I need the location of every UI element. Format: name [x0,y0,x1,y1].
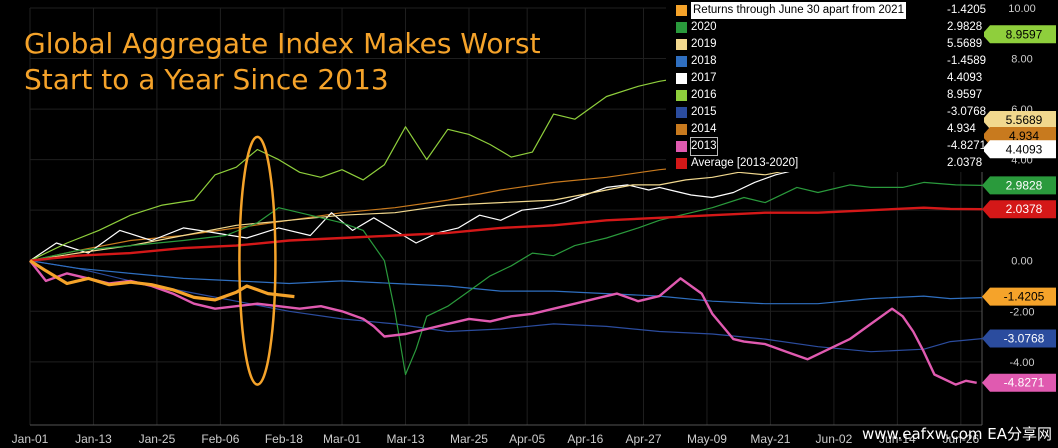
legend-item: 2017 4.4093 [666,70,984,87]
legend-swatch [676,39,687,50]
legend-item: 2014 4.934 [666,121,984,138]
legend-item: 2015 -3.0768 [666,104,987,121]
legend-value: 4.4093 [947,72,983,84]
value-tag [982,373,1056,392]
legend-item: Average [2013-2020] 2.0378 [666,155,984,172]
value-tag [982,25,1056,44]
x-tick-label: May-09 [687,432,727,446]
series-line-2018 [29,260,983,305]
legend-item: 2016 8.9597 [666,87,984,104]
x-tick-label: Jan-13 [75,432,112,446]
value-tag-label: 4.4093 [1006,142,1043,156]
watermark: www.eafxw.com EA分享网 [862,425,1052,443]
value-tag-label: -4.8271 [1004,376,1045,390]
value-tag-label: -1.4205 [1004,290,1045,304]
y-tick-label: -2.00 [1009,306,1034,318]
x-tick-label: Mar-13 [387,432,425,446]
legend-value: 2.0378 [947,157,983,169]
value-tag [982,287,1056,306]
value-tag-label: -3.0768 [1004,331,1045,345]
legend-item: 2018 -1.4589 [666,53,987,70]
value-tag-label: 2.0378 [1006,202,1043,216]
legend-label: 2015 [691,106,717,118]
series-line-returns [29,259,295,302]
legend-label: 2017 [691,72,717,84]
highlight-ellipse-shape [238,135,277,386]
legend-value: 4.934 [947,123,976,135]
legend-item: 2013 -4.8271 [666,137,987,156]
y-tick-label: 8.00 [1011,54,1032,66]
value-tag-label: 2.9828 [1006,178,1043,192]
legend-label: 2020 [691,21,717,33]
legend: Returns through June 30 apart from 2021 -… [666,2,987,172]
legend-label: 2019 [691,38,717,50]
chart-title: Global Aggregate Index Makes Worst Start… [24,26,541,98]
legend-item: 2019 5.5689 [666,36,984,53]
legend-value: 8.9597 [947,89,983,101]
y-tick-label: 10.00 [1008,3,1036,15]
legend-swatch [676,158,687,169]
title-line-2: Start to a Year Since 2013 [24,63,389,96]
x-tick-label: Apr-27 [625,432,661,446]
x-tick-label: Jan-25 [139,432,176,446]
value-tag-label: 8.9597 [1006,27,1043,41]
x-tick-label: Apr-16 [567,432,603,446]
x-tick-label: Jun-14 [879,432,916,446]
value-tag [982,176,1056,195]
x-tick-label: Mar-01 [323,432,361,446]
highlight-ellipse [238,135,277,386]
series-line-2015 [29,260,983,353]
legend-swatch [676,22,687,33]
legend-swatch [676,56,687,67]
series-line-2013 [29,259,977,386]
legend-swatch [676,90,687,101]
legend-label: 2018 [691,55,717,67]
legend-value: -3.0768 [947,106,987,118]
y-tick-label: 0.00 [1011,256,1032,268]
series-lines [29,33,983,386]
title-line-1: Global Aggregate Index Makes Worst [24,27,541,60]
series-line-2020 [29,181,983,376]
legend-value: -1.4589 [947,55,987,67]
x-axis: Jan-01 Jan-13 Jan-25 Feb-06 Feb-18 Mar-01 Mar-… [12,432,980,446]
legend-label: 2014 [691,123,717,135]
x-tick-label: Jun-26 [942,432,979,446]
gridlines [29,7,983,426]
value-tag [982,329,1056,348]
x-tick-label: Mar-25 [450,432,488,446]
series-line-average [29,206,983,262]
x-tick-label: Feb-18 [265,432,303,446]
x-tick-label: Jan-01 [12,432,49,446]
x-tick-label: Apr-05 [509,432,545,446]
y-tick-label: -4.00 [1009,357,1034,369]
legend-swatch [676,73,687,84]
legend-value: -4.8271 [947,140,987,152]
value-tag [982,110,1056,129]
legend-label: 2016 [691,89,717,101]
legend-value: 5.5689 [947,38,983,50]
x-tick-label: Feb-06 [201,432,239,446]
legend-swatch [676,5,687,16]
value-tag-label: 5.5689 [1006,113,1043,127]
legend-swatch [676,107,687,118]
legend-item: 2020 2.9828 [666,19,984,36]
value-tag [982,140,1056,159]
x-tick-label: Jun-02 [816,432,853,446]
x-tick-label: May-21 [750,432,790,446]
legend-label: 2013 [690,137,718,156]
legend-swatch [676,124,687,135]
legend-item: Returns through June 30 apart from 2021 -… [666,2,987,19]
legend-value: -1.4205 [947,4,987,16]
legend-label: Average [2013-2020] [691,157,799,169]
value-tag [982,200,1056,219]
legend-label: Returns through June 30 apart from 2021 [691,2,906,19]
legend-swatch [676,141,687,152]
legend-value: 2.9828 [947,21,983,33]
value-tag-label: 4.934 [1009,129,1039,143]
